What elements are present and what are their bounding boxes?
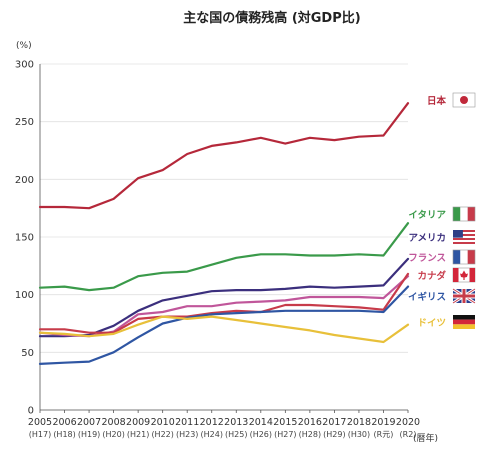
x-tick-label: 2007 [77,417,101,428]
x-tick-label: 2016 [298,417,322,428]
germany-flag-icon [453,315,475,329]
legend-entry: イタリア [408,206,476,222]
series-line [38,315,410,344]
series-line [38,102,410,210]
x-tick-label: 2005 [28,417,52,428]
x-tick-label: 2020 [396,417,420,428]
legend-label: 日本 [427,95,447,107]
x-era-label: (H30) [348,430,370,439]
legend-label: カナダ [417,270,446,282]
x-tick-label: 2009 [126,417,150,428]
grid [39,63,408,411]
series-line [38,272,410,334]
x-era-label: (H21) [127,430,149,439]
x-era-label: (H20) [102,430,124,439]
series-line [38,257,410,338]
x-tick-label: 2012 [200,417,224,428]
y-tick-label: 50 [21,348,34,359]
x-tick-label: 2008 [102,417,126,428]
x-tick-label: 2013 [224,417,248,428]
y-axis-unit: (%) [16,41,32,51]
x-era-label: (H26) [250,430,272,439]
x-era-label: (H19) [78,430,100,439]
x-era-label: (H17) [29,430,51,439]
legend-entry: カナダ [417,267,476,283]
y-tick-label: 100 [15,290,34,301]
x-tick-label: 2014 [249,417,273,428]
japan-flag-icon [452,92,476,108]
legend-label: イギリス [408,291,446,303]
y-tick-label: 300 [15,60,34,71]
legend-entry: ドイツ [417,315,475,329]
x-era-label: (H29) [323,430,345,439]
y-tick-label: 0 [28,406,34,417]
y-axis-ticks: 0 50 100 150 200 250 300 [15,60,34,417]
italy-flag-icon [452,206,476,222]
x-era-label: (H24) [201,430,223,439]
legend-entry: イギリス [408,287,476,305]
x-tick-label: 2015 [273,417,297,428]
x-tick-label: 2018 [347,417,371,428]
chart-title: 主な国の債務残高 (対GDP比) [183,10,360,26]
legend-entry: 日本 [427,92,476,108]
x-era-label: (R元) [374,430,394,439]
x-tick-label: 2019 [371,417,395,428]
legend-label: アメリカ [408,233,446,244]
x-era-label: (H23) [176,430,198,439]
x-tick-label: 2011 [175,417,199,428]
x-era-label: (H22) [151,430,173,439]
y-tick-label: 200 [15,175,34,186]
x-era-label: (H25) [225,430,247,439]
x-era-label: (H27) [274,430,296,439]
legend-label: フランス [408,253,446,264]
legend-label: ドイツ [417,318,446,329]
legend-entry: アメリカ [408,230,475,244]
y-tick-label: 250 [15,117,34,128]
x-axis-ticks: 2005 (H17)2006 (H18)2007 (H19)2008 (H20)2009… [28,410,420,439]
x-era-label: (H18) [53,430,75,439]
x-era-label: (R2) [400,430,417,439]
usa-flag-icon [453,230,475,244]
canada-flag-icon [452,267,476,283]
france-flag-icon [452,249,476,265]
x-era-label: (H28) [299,430,321,439]
legend-entry: フランス [408,249,476,265]
series-line [38,285,410,365]
series-line [38,222,410,292]
legend-label: イタリア [408,209,446,221]
x-tick-label: 2006 [52,417,76,428]
x-tick-label: 2017 [322,417,346,428]
y-tick-label: 150 [15,233,34,244]
uk-flag-icon [452,287,476,305]
x-axis-label: (暦年) [413,432,438,444]
series-line [38,275,410,338]
series-lines [38,102,410,365]
x-tick-label: 2010 [151,417,175,428]
